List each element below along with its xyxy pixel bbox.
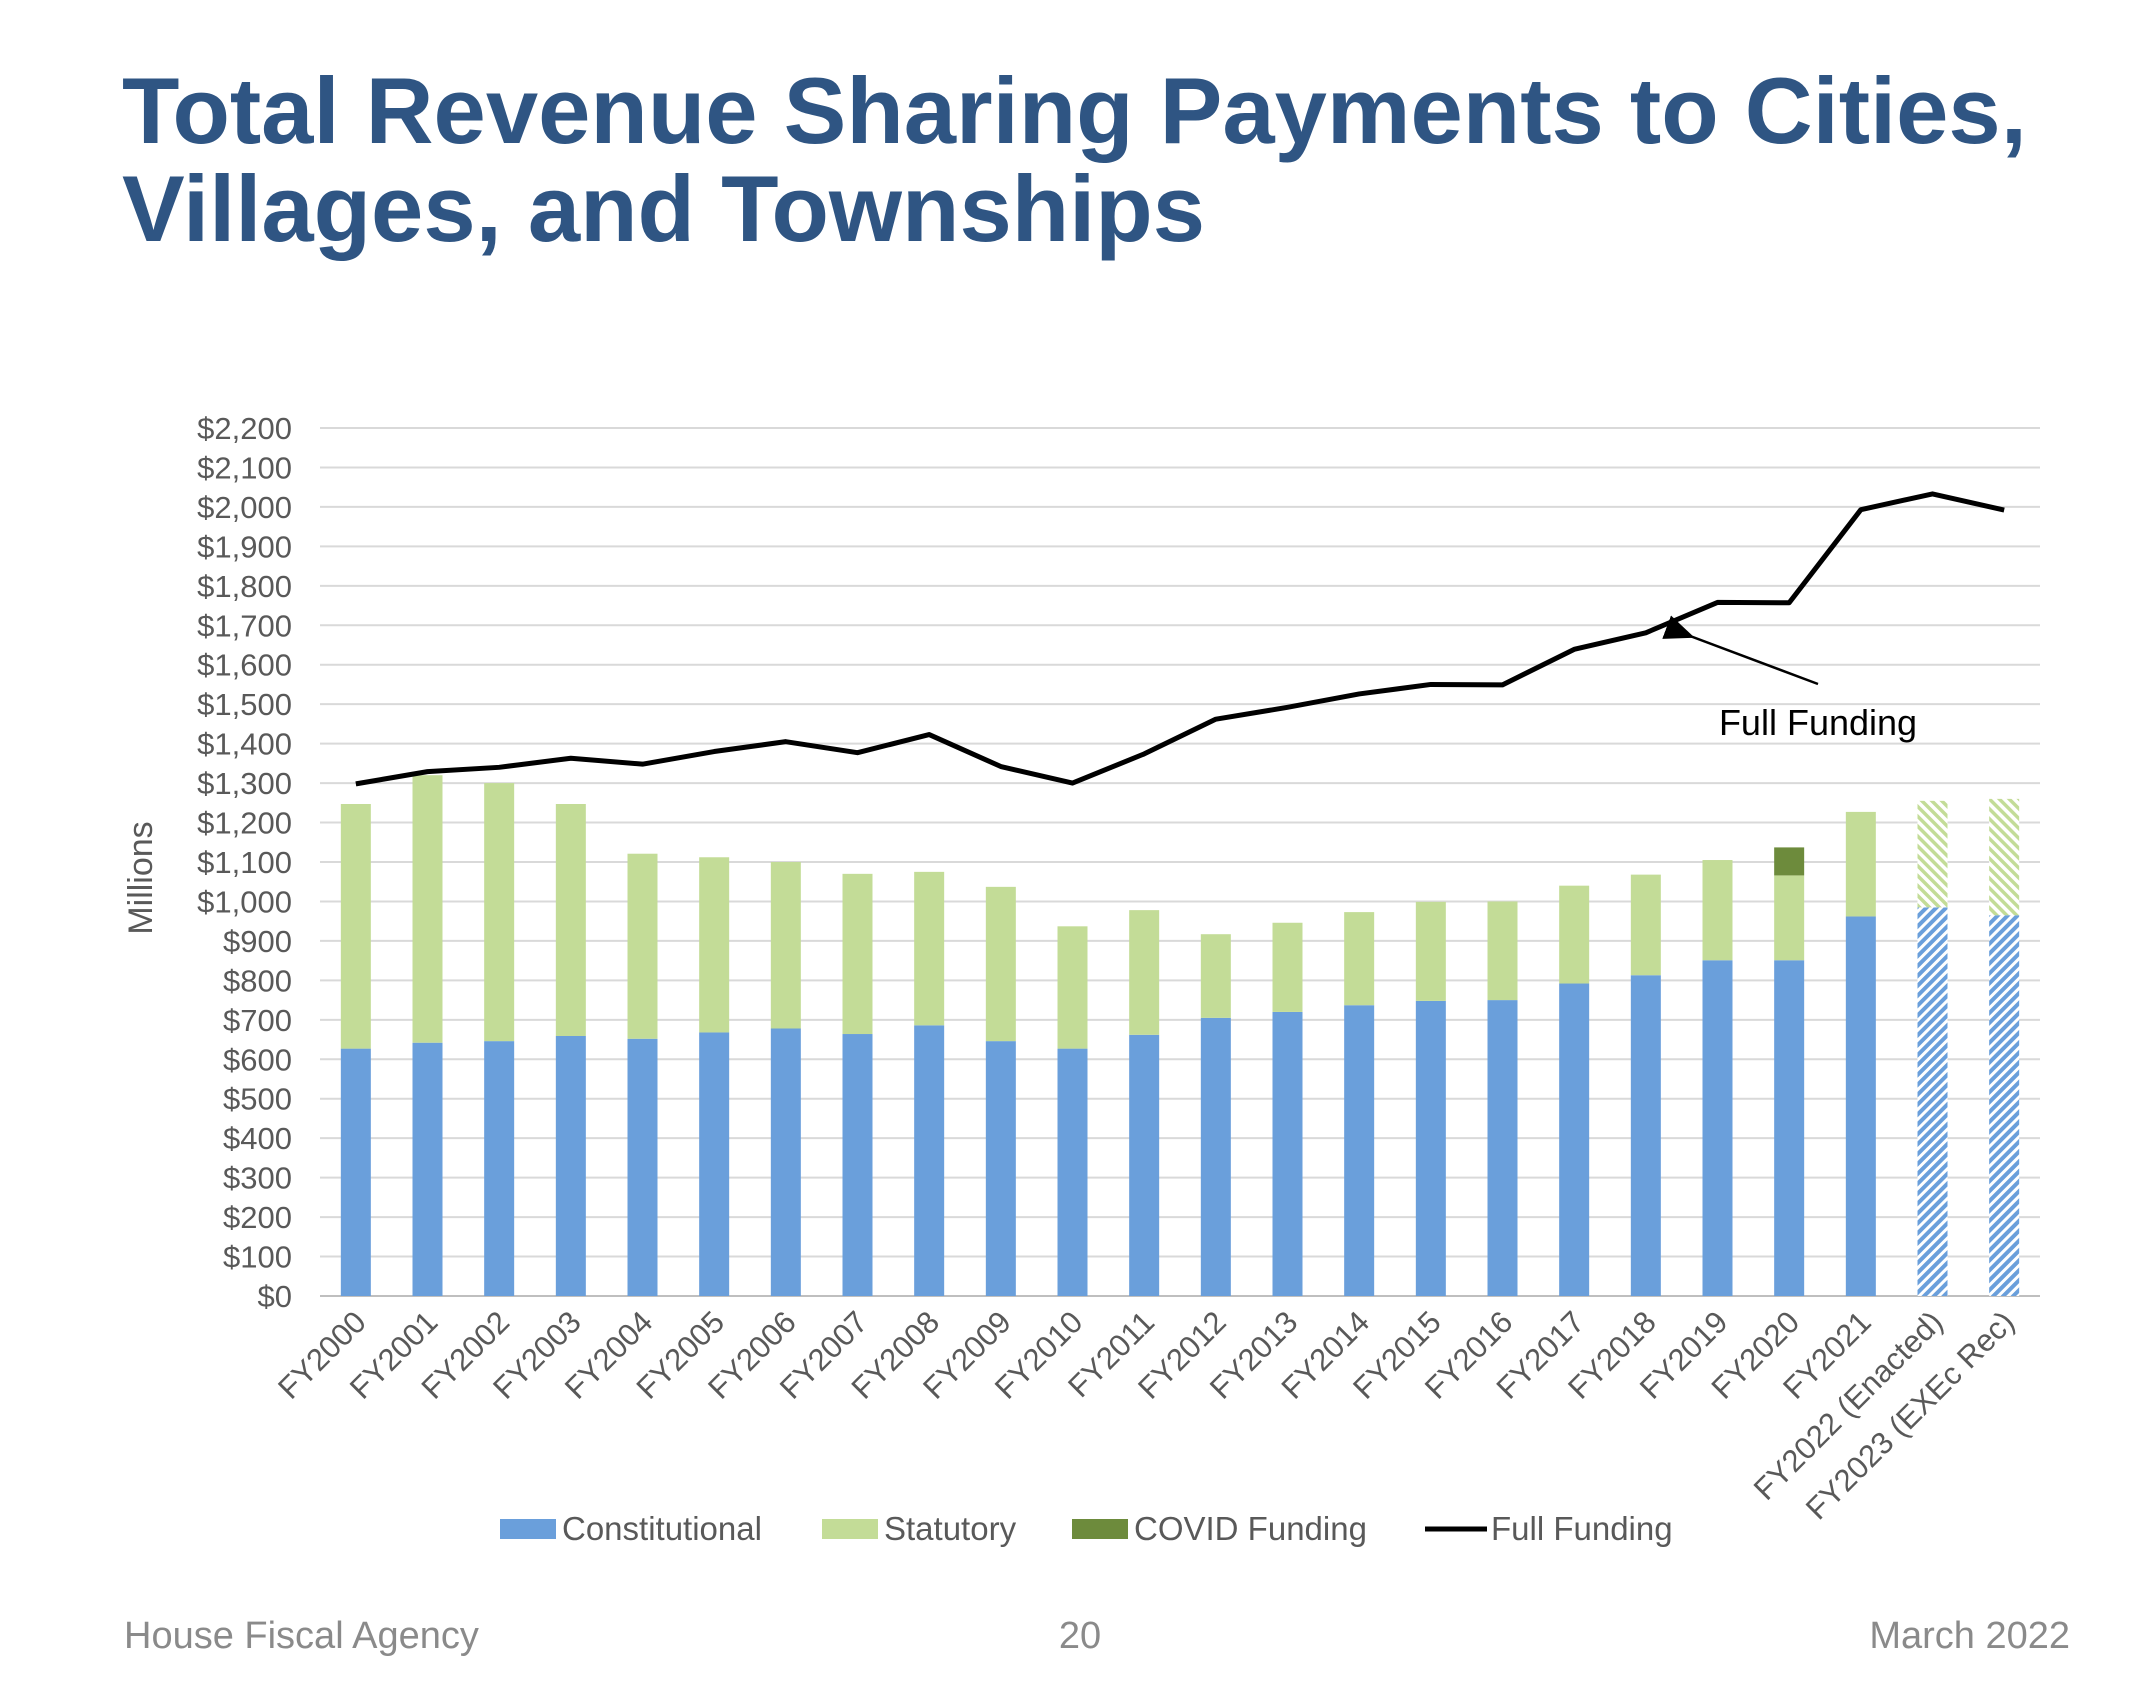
bar-constitutional [842,1034,873,1296]
bar-constitutional [699,1032,730,1296]
bar-constitutional [1487,1000,1518,1296]
bar-constitutional [1129,1034,1160,1296]
bars [340,775,2020,1296]
y-tick-label: $1,100 [197,845,292,880]
y-tick-label: $1,300 [197,766,292,801]
bar-constitutional [627,1038,658,1296]
bar-constitutional [1702,960,1733,1296]
legend-label: Full Funding [1491,1510,1673,1547]
bar-constitutional [1774,960,1805,1296]
bar-statutory [914,871,945,1026]
bar-statutory [1559,885,1590,984]
legend-swatch [500,1519,556,1539]
y-tick-label: $2,000 [197,490,292,525]
bar-constitutional [985,1041,1016,1296]
bar-statutory [1845,811,1876,917]
legend: Constitutional Statutory COVID Funding Full… [500,1510,1673,1547]
bar-statutory [1200,934,1231,1018]
y-tick-label: $1,700 [197,608,292,643]
bar-statutory [1774,875,1805,961]
y-tick-label: $100 [223,1240,292,1275]
y-tick-label: $200 [223,1200,292,1235]
bar-constitutional [1630,975,1661,1296]
slide-title: Total Revenue Sharing Payments to Cities… [122,62,2072,258]
bar-statutory [1989,798,2020,916]
y-tick-label: $1,600 [197,648,292,683]
bar-constitutional [1057,1048,1088,1296]
y-tick-label: $1,900 [197,529,292,564]
slide-title-line-2: Villages, and Townships [122,156,1205,261]
x-axis-ticks: FY2000FY2001FY2002FY2003FY2004FY2005FY20… [271,1304,2021,1526]
bar-statutory [770,862,801,1029]
y-tick-label: $600 [223,1042,292,1077]
y-tick-label: $2,100 [197,450,292,485]
y-tick-label: $700 [223,1003,292,1038]
page-number: 20 [1058,1615,1102,1657]
bar-statutory [555,804,586,1036]
bar-statutory [1344,912,1375,1006]
bar-statutory [1917,800,1948,908]
revenue-sharing-chart: $0 $100 $200 $300 $400 $500 $600 $700 $800 $900 $1… [122,411,2040,1547]
bar-constitutional [1989,915,2020,1296]
bar-statutory [1630,874,1661,976]
annotation-arrow [1662,615,1819,686]
bar-covid-funding [1774,847,1805,876]
bar-constitutional [1917,907,1948,1296]
bar-constitutional [340,1048,371,1296]
y-tick-label: $300 [223,1161,292,1196]
bar-statutory [1129,910,1160,1035]
bar-statutory [985,886,1016,1042]
bar-constitutional [1200,1017,1231,1296]
bar-constitutional [1559,983,1590,1296]
y-tick-label: $400 [223,1121,292,1156]
legend-swatch [822,1519,878,1539]
bar-statutory [484,783,515,1042]
annotation: Full Funding [1662,615,1917,743]
bar-statutory [1702,860,1733,961]
y-tick-label: $900 [223,924,292,959]
bar-constitutional [484,1041,515,1296]
y-tick-label: $500 [223,1082,292,1117]
y-tick-label: $1,200 [197,806,292,841]
y-tick-label: $1,500 [197,687,292,722]
gridlines [320,427,2040,1297]
bar-statutory [1057,926,1088,1049]
y-tick-label: $0 [258,1279,292,1314]
bar-constitutional [914,1025,945,1296]
y-tick-label: $1,400 [197,727,292,762]
bar-statutory [1415,901,1446,1001]
y-tick-label: $1,000 [197,884,292,919]
bar-statutory [340,804,371,1049]
footer-date: March 2022 [1869,1615,2070,1657]
bar-statutory [699,857,730,1033]
bar-statutory [627,853,658,1039]
legend-swatch [1072,1519,1128,1539]
y-axis-ticks: $0 $100 $200 $300 $400 $500 $600 $700 $800 $900 $1… [197,411,292,1314]
y-tick-label: $2,200 [197,411,292,446]
bar-constitutional [1845,916,1876,1296]
y-tick-label: $1,800 [197,569,292,604]
legend-label: Constitutional [562,1510,762,1547]
bar-constitutional [1344,1005,1375,1296]
annotation-label: Full Funding [1719,702,1917,743]
full-funding-line-group [355,491,2005,787]
footer-organization: House Fiscal Agency [124,1615,479,1657]
bar-statutory [1272,922,1303,1012]
bar-statutory [842,873,873,1035]
bar-constitutional [555,1035,586,1296]
legend-label: COVID Funding [1134,1510,1367,1547]
bar-constitutional [770,1028,801,1296]
bar-constitutional [1272,1011,1303,1296]
y-tick-label: $800 [223,963,292,998]
bar-statutory [412,775,443,1043]
bar-statutory [1487,901,1518,1001]
y-axis-label: Millions [122,821,160,934]
legend-label: Statutory [884,1510,1017,1547]
full-funding-line [355,491,2005,787]
bar-constitutional [1415,1000,1446,1296]
slide-title-line-1: Total Revenue Sharing Payments to Cities… [122,58,2027,163]
bar-constitutional [412,1042,443,1296]
